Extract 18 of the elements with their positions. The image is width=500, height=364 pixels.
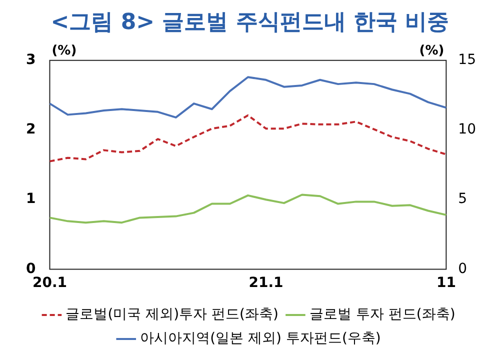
line-series — [48, 114, 448, 162]
y2-tick-label: 5 — [458, 191, 468, 208]
y2-tick-label: 0 — [458, 260, 468, 277]
y-tick-label: 3 — [26, 52, 36, 68]
y2-tick-label: 15 — [458, 52, 476, 68]
legend-label: 아시아지역(일본 제외) 투자펀드(우축) — [140, 330, 381, 347]
x-tick-label: 21.1 — [248, 275, 284, 292]
x-tick-label: 20.1 — [32, 275, 68, 292]
y-tick-label: 2 — [26, 122, 36, 138]
y2-tick-label: 10 — [458, 122, 476, 138]
y-tick-label: 0 — [26, 260, 36, 277]
y2-axis-title: (%) — [419, 43, 444, 58]
x-tick-label: 11 — [436, 275, 456, 292]
chart-title: <그림 8> 글로벌 주식펀드내 한국 비중 — [50, 9, 450, 37]
legend-label: 글로벌 투자 펀드(좌축) — [309, 306, 456, 323]
y-tick-label: 1 — [26, 191, 36, 208]
legend-label: 글로벌(미국 제외)투자 펀드(좌축) — [66, 306, 278, 323]
y-axis-title: (%) — [52, 43, 77, 58]
